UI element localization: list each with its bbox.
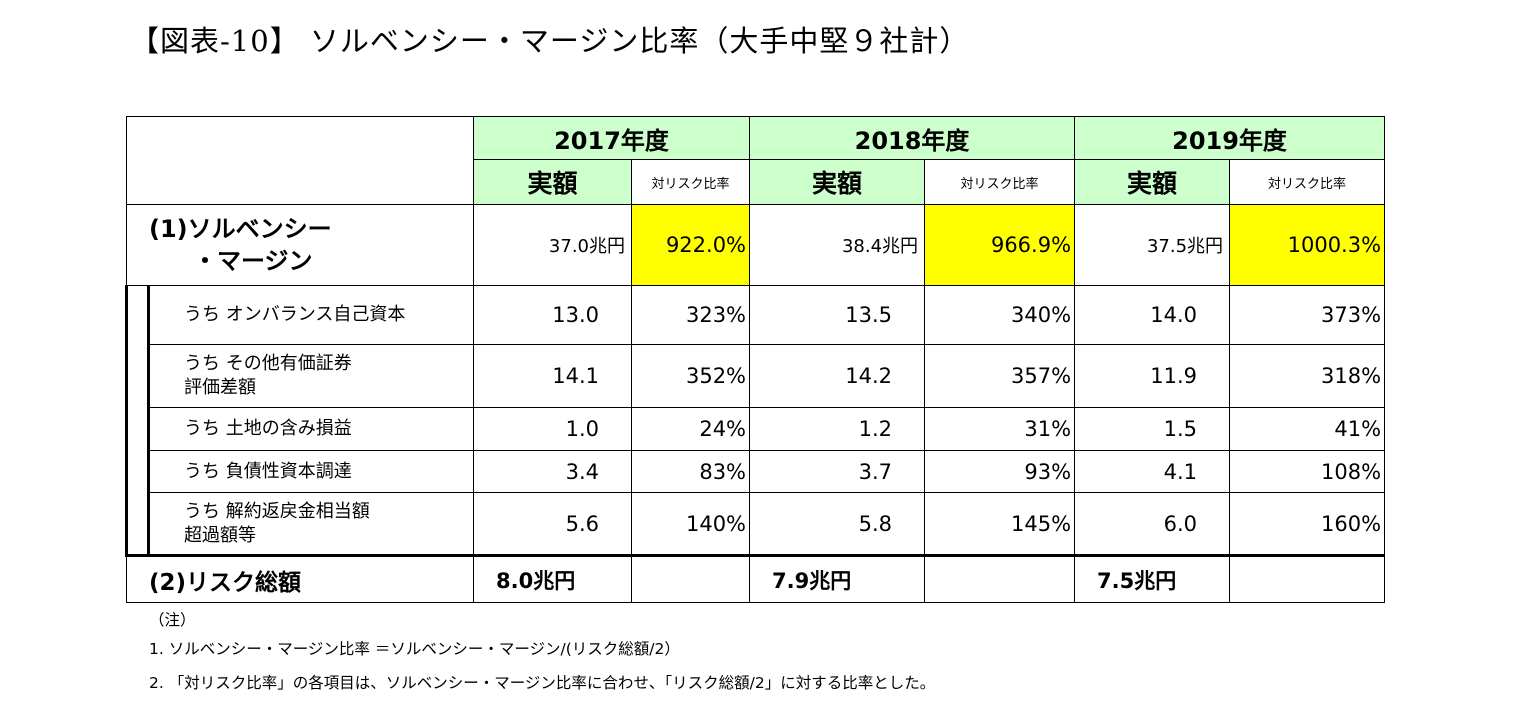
ratio-cell: 140% xyxy=(630,492,751,556)
label-line-1: (1)ソルベンシー xyxy=(149,215,332,243)
amount-cell: 14.1 xyxy=(473,344,632,408)
empty-cell xyxy=(924,555,1076,603)
solvency-amount-2017: 37.0兆円 xyxy=(473,204,632,286)
amount-cell: 1.5 xyxy=(1074,407,1231,451)
empty-cell xyxy=(1229,555,1386,603)
amount-cell: 14.2 xyxy=(749,344,926,408)
ratio-cell: 24% xyxy=(630,407,751,451)
row-label: うち オンバランス自己資本 xyxy=(147,285,474,345)
ratio-cell: 145% xyxy=(924,492,1076,556)
table-row: うち その他有価証券 評価差額 14.1 352% 14.2 357% 11.9 … xyxy=(127,344,1386,408)
row-label: うち 負債性資本調達 xyxy=(147,450,474,493)
ratio-cell: 318% xyxy=(1229,344,1386,408)
ratio-cell: 93% xyxy=(924,450,1076,493)
ratio-cell: 373% xyxy=(1229,285,1386,345)
year-header-2019: 2019年度 xyxy=(1074,116,1386,160)
amount-cell: 3.7 xyxy=(749,450,926,493)
solvency-amount-2019: 37.5兆円 xyxy=(1074,204,1231,286)
empty-cell xyxy=(630,555,751,603)
solvency-margin-row: (1)ソルベンシー・マージン 37.0兆円 922.0% 38.4兆円 966.… xyxy=(126,204,1386,286)
table-row: うち 解約返戻金相当額 超過額等 5.6 140% 5.8 145% 6.0 16… xyxy=(127,492,1386,556)
amount-cell: 14.0 xyxy=(1074,285,1231,345)
ratio-header: 対リスク比率 xyxy=(630,159,751,205)
ratio-cell: 352% xyxy=(630,344,751,408)
solvency-ratio-2019: 1000.3% xyxy=(1229,204,1386,286)
solvency-ratio-2017: 922.0% xyxy=(630,204,751,286)
table-row: うち オンバランス自己資本 13.0 323% 13.5 340% 14.0 3… xyxy=(125,285,1386,556)
amount-header: 実額 xyxy=(749,159,926,205)
ratio-cell: 340% xyxy=(924,285,1076,345)
amount-cell: 11.9 xyxy=(1074,344,1231,408)
ratio-cell: 323% xyxy=(630,285,751,345)
amount-cell: 5.8 xyxy=(749,492,926,556)
header-row-years: 2017年度 2018年度 2019年度 xyxy=(126,116,1386,205)
row-label: うち その他有価証券 評価差額 xyxy=(147,344,474,408)
amount-cell: 13.0 xyxy=(473,285,632,345)
amount-cell: 6.0 xyxy=(1074,492,1231,556)
ratio-cell: 108% xyxy=(1229,450,1386,493)
amount-cell: 1.0 xyxy=(473,407,632,451)
solvency-amount-2018: 38.4兆円 xyxy=(749,204,926,286)
risk-amount-2019: 7.5兆円 xyxy=(1074,555,1231,603)
solvency-margin-label: (1)ソルベンシー・マージン xyxy=(126,204,474,286)
ratio-cell: 83% xyxy=(630,450,751,493)
row-label: うち 解約返戻金相当額 超過額等 xyxy=(147,492,474,556)
total-risk-row: (2)リスク総額 8.0兆円 7.9兆円 7.5兆円 xyxy=(126,555,1386,603)
total-risk-label: (2)リスク総額 xyxy=(126,555,474,603)
ratio-header: 対リスク比率 xyxy=(1229,159,1386,205)
solvency-ratio-2018: 966.9% xyxy=(924,204,1076,286)
ratio-cell: 41% xyxy=(1229,407,1386,451)
amount-cell: 1.2 xyxy=(749,407,926,451)
label-line-2: ・マージン xyxy=(193,247,313,275)
ratio-cell: 31% xyxy=(924,407,1076,451)
row-label: うち 土地の含み損益 xyxy=(147,407,474,451)
header-corner xyxy=(126,116,474,205)
ratio-cell: 357% xyxy=(924,344,1076,408)
notes-heading: （注） xyxy=(149,611,196,629)
indent-spacer xyxy=(125,285,149,556)
year-header-2017: 2017年度 xyxy=(472,116,751,160)
ratio-cell: 160% xyxy=(1229,492,1386,556)
ratio-header: 対リスク比率 xyxy=(924,159,1076,205)
amount-cell: 13.5 xyxy=(749,285,926,345)
amount-header: 実額 xyxy=(473,159,632,205)
table-row: うち 負債性資本調達 3.4 83% 3.7 93% 4.1 108% xyxy=(127,450,1386,493)
amount-cell: 3.4 xyxy=(473,450,632,493)
table-row: うち 土地の含み損益 1.0 24% 1.2 31% 1.5 41% xyxy=(127,407,1386,451)
risk-amount-2017: 8.0兆円 xyxy=(473,555,632,603)
amount-header: 実額 xyxy=(1074,159,1231,205)
amount-cell: 4.1 xyxy=(1074,450,1231,493)
solvency-margin-table: 2017年度 2018年度 2019年度 実額 対リスク比率 実額 対リスク比率… xyxy=(125,116,1386,603)
note-1: 1. ソルベンシー・マージン比率 ＝ソルベンシー・マージン/(リスク総額/2） xyxy=(149,640,680,658)
risk-amount-2018: 7.9兆円 xyxy=(749,555,926,603)
page-title: 【図表‐10】 ソルベンシー・マージン比率（大手中堅９社計） xyxy=(130,24,970,58)
year-header-2018: 2018年度 xyxy=(749,116,1076,160)
amount-cell: 5.6 xyxy=(473,492,632,556)
note-2: 2. 「対リスク比率」の各項目は、ソルベンシー・マージン比率に合わせ、「リスク総… xyxy=(149,674,936,692)
notes: （注） 1. ソルベンシー・マージン比率 ＝ソルベンシー・マージン/(リスク総額… xyxy=(149,608,935,700)
header-row-sub: 実額 対リスク比率 実額 対リスク比率 実額 対リスク比率 xyxy=(127,159,1386,205)
